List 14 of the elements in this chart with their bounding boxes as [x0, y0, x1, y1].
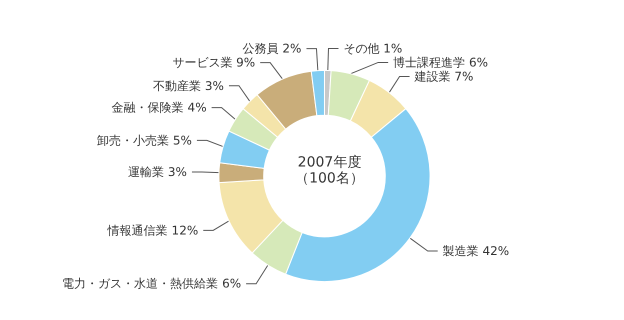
- text: 2007年度: [298, 154, 362, 170]
- slice-label: 運輸業 3%: [128, 164, 187, 179]
- slice-label: 製造業 42%: [442, 244, 510, 258]
- slice-label: 金融・保険業 4%: [112, 100, 207, 115]
- text: （100名）: [295, 170, 364, 186]
- slice-label: 不動産業 3%: [153, 78, 224, 93]
- slice-label: 建設業 7%: [414, 69, 474, 84]
- slice-label: 公務員 2%: [242, 42, 302, 56]
- slice-label: 情報通信業 12%: [106, 223, 198, 238]
- slice-label: 卸売・小売業 5%: [97, 133, 192, 148]
- slice-label: サービス業 9%: [172, 56, 256, 70]
- slice-label: その他 1%: [343, 41, 402, 56]
- slice-label: 電力・ガス・水道・熱供給業 6%: [62, 276, 242, 291]
- slice-label: 博士課程進学 6%: [393, 55, 488, 70]
